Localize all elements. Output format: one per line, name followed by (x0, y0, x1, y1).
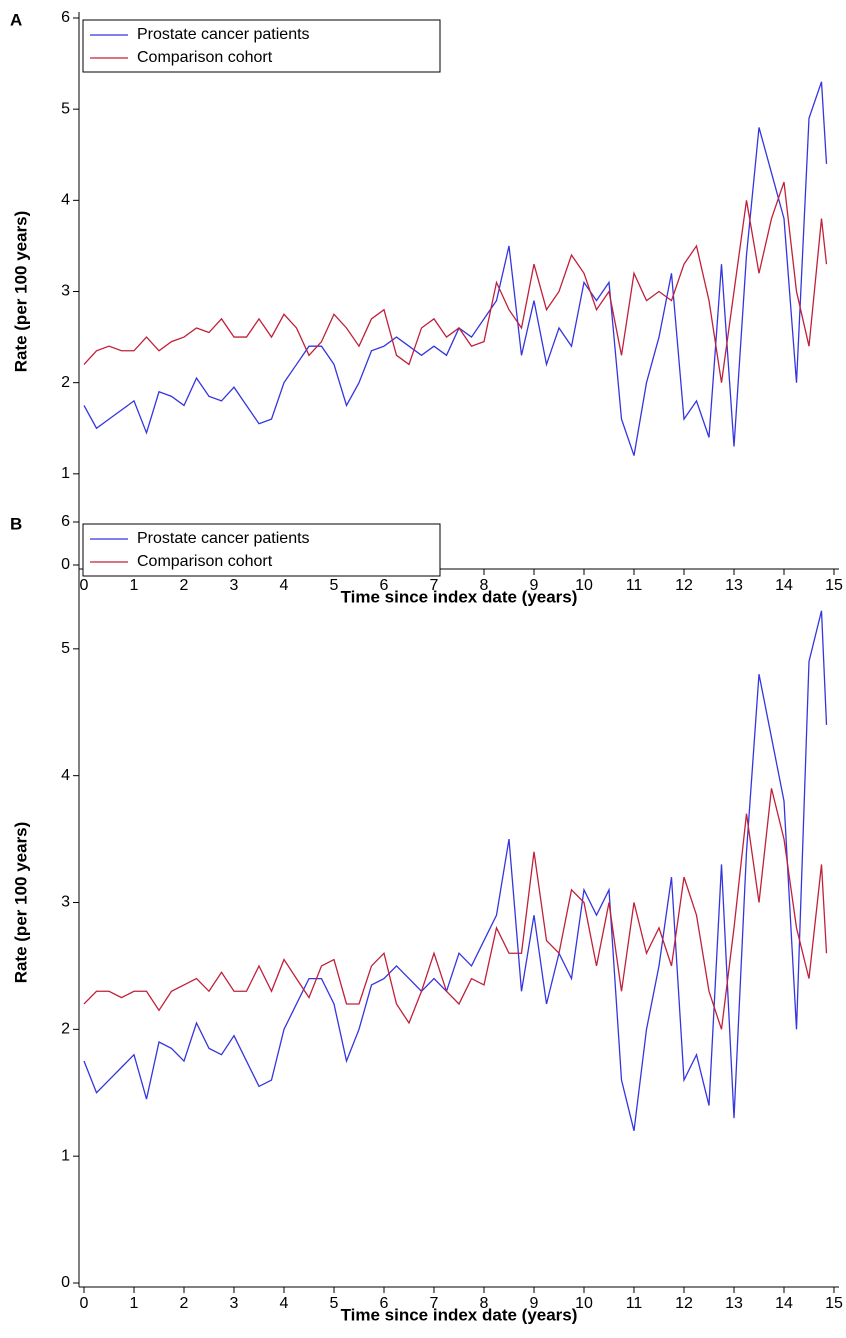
y-axis-title: Rate (per 100 years) (11, 211, 30, 373)
x-tick-label: 5 (330, 577, 339, 594)
x-tick-label: 4 (280, 1295, 289, 1312)
y-tick-label: 3 (61, 894, 70, 911)
y-axis-title: Rate (per 100 years) (11, 822, 30, 984)
x-tick-label: 6 (380, 577, 389, 594)
y-tick-label: 1 (61, 1147, 70, 1164)
y-tick-label: 1 (61, 465, 70, 482)
x-tick-label: 15 (825, 1295, 843, 1312)
x-tick-label: 1 (130, 577, 139, 594)
x-tick-label: 12 (675, 1295, 693, 1312)
legend-label: Comparison cohort (137, 49, 273, 66)
x-tick-label: 12 (675, 577, 693, 594)
x-tick-label: 7 (430, 1295, 439, 1312)
x-tick-label: 14 (775, 577, 793, 594)
y-tick-label: 4 (61, 767, 70, 784)
legend-label: Prostate cancer patients (137, 26, 310, 43)
legend-box (82, 19, 441, 73)
x-tick-label: 9 (530, 577, 539, 594)
x-tick-label: 7 (430, 577, 439, 594)
x-tick-label: 1 (130, 1295, 139, 1312)
series-line (83, 181, 828, 383)
x-tick-label: 0 (80, 1295, 89, 1312)
x-tick-label: 13 (725, 1295, 743, 1312)
series-line (83, 610, 828, 1131)
x-tick-label: 0 (80, 577, 89, 594)
x-tick-label: 9 (530, 1295, 539, 1312)
legend-label: Prostate cancer patients (137, 530, 310, 547)
legend-label: Comparison cohort (137, 553, 273, 570)
x-tick-label: 2 (180, 1295, 189, 1312)
y-tick-label: 4 (61, 192, 70, 209)
y-tick-label: 6 (61, 9, 70, 26)
x-axis-title: Time since index date (years) (341, 587, 578, 606)
y-tick-label: 3 (61, 283, 70, 300)
y-tick-label: 5 (61, 640, 70, 657)
x-tick-label: 10 (575, 1295, 593, 1312)
y-tick-label: 0 (61, 556, 70, 573)
series-line (83, 81, 828, 456)
y-tick-label: 2 (61, 374, 70, 391)
x-tick-label: 6 (380, 1295, 389, 1312)
x-tick-label: 3 (230, 577, 239, 594)
x-tick-label: 4 (280, 577, 289, 594)
x-tick-label: 10 (575, 577, 593, 594)
legend-box (82, 523, 441, 577)
x-tick-label: 3 (230, 1295, 239, 1312)
panel-label: B (10, 514, 22, 533)
panel-label: A (10, 10, 22, 29)
y-tick-label: 6 (61, 513, 70, 530)
x-tick-label: 13 (725, 577, 743, 594)
x-tick-label: 8 (480, 1295, 489, 1312)
x-tick-label: 8 (480, 577, 489, 594)
x-tick-label: 2 (180, 577, 189, 594)
x-tick-label: 11 (626, 1295, 643, 1312)
x-tick-label: 15 (825, 577, 843, 594)
x-tick-label: 14 (775, 1295, 793, 1312)
x-tick-label: 11 (626, 577, 643, 594)
y-tick-label: 5 (61, 100, 70, 117)
y-tick-label: 0 (61, 1274, 70, 1291)
y-tick-label: 2 (61, 1021, 70, 1038)
x-axis-title: Time since index date (years) (341, 1305, 578, 1324)
series-line (83, 788, 828, 1030)
x-tick-label: 5 (330, 1295, 339, 1312)
